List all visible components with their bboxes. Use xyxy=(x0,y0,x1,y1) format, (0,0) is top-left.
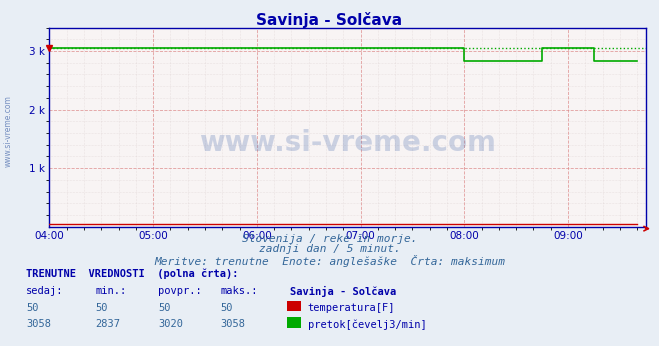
Text: 3058: 3058 xyxy=(26,319,51,329)
Text: 50: 50 xyxy=(221,303,233,313)
Text: 50: 50 xyxy=(26,303,39,313)
Text: zadnji dan / 5 minut.: zadnji dan / 5 minut. xyxy=(258,244,401,254)
Text: povpr.:: povpr.: xyxy=(158,286,202,296)
Text: 3058: 3058 xyxy=(221,319,246,329)
Text: sedaj:: sedaj: xyxy=(26,286,64,296)
Text: 2837: 2837 xyxy=(96,319,121,329)
Text: Meritve: trenutne  Enote: anglešaške  Črta: maksimum: Meritve: trenutne Enote: anglešaške Črta… xyxy=(154,255,505,267)
Text: Savinja - Solčava: Savinja - Solčava xyxy=(290,286,396,297)
Text: www.si-vreme.com: www.si-vreme.com xyxy=(3,95,13,167)
Text: 50: 50 xyxy=(96,303,108,313)
Text: min.:: min.: xyxy=(96,286,127,296)
Text: 50: 50 xyxy=(158,303,171,313)
Text: TRENUTNE  VREDNOSTI  (polna črta):: TRENUTNE VREDNOSTI (polna črta): xyxy=(26,268,239,279)
Text: www.si-vreme.com: www.si-vreme.com xyxy=(199,129,496,157)
Text: Slovenija / reke in morje.: Slovenija / reke in morje. xyxy=(242,234,417,244)
Text: temperatura[F]: temperatura[F] xyxy=(308,303,395,313)
Text: pretok[čevelj3/min]: pretok[čevelj3/min] xyxy=(308,319,426,330)
Text: Savinja - Solčava: Savinja - Solčava xyxy=(256,12,403,28)
Text: maks.:: maks.: xyxy=(221,286,258,296)
Text: 3020: 3020 xyxy=(158,319,183,329)
